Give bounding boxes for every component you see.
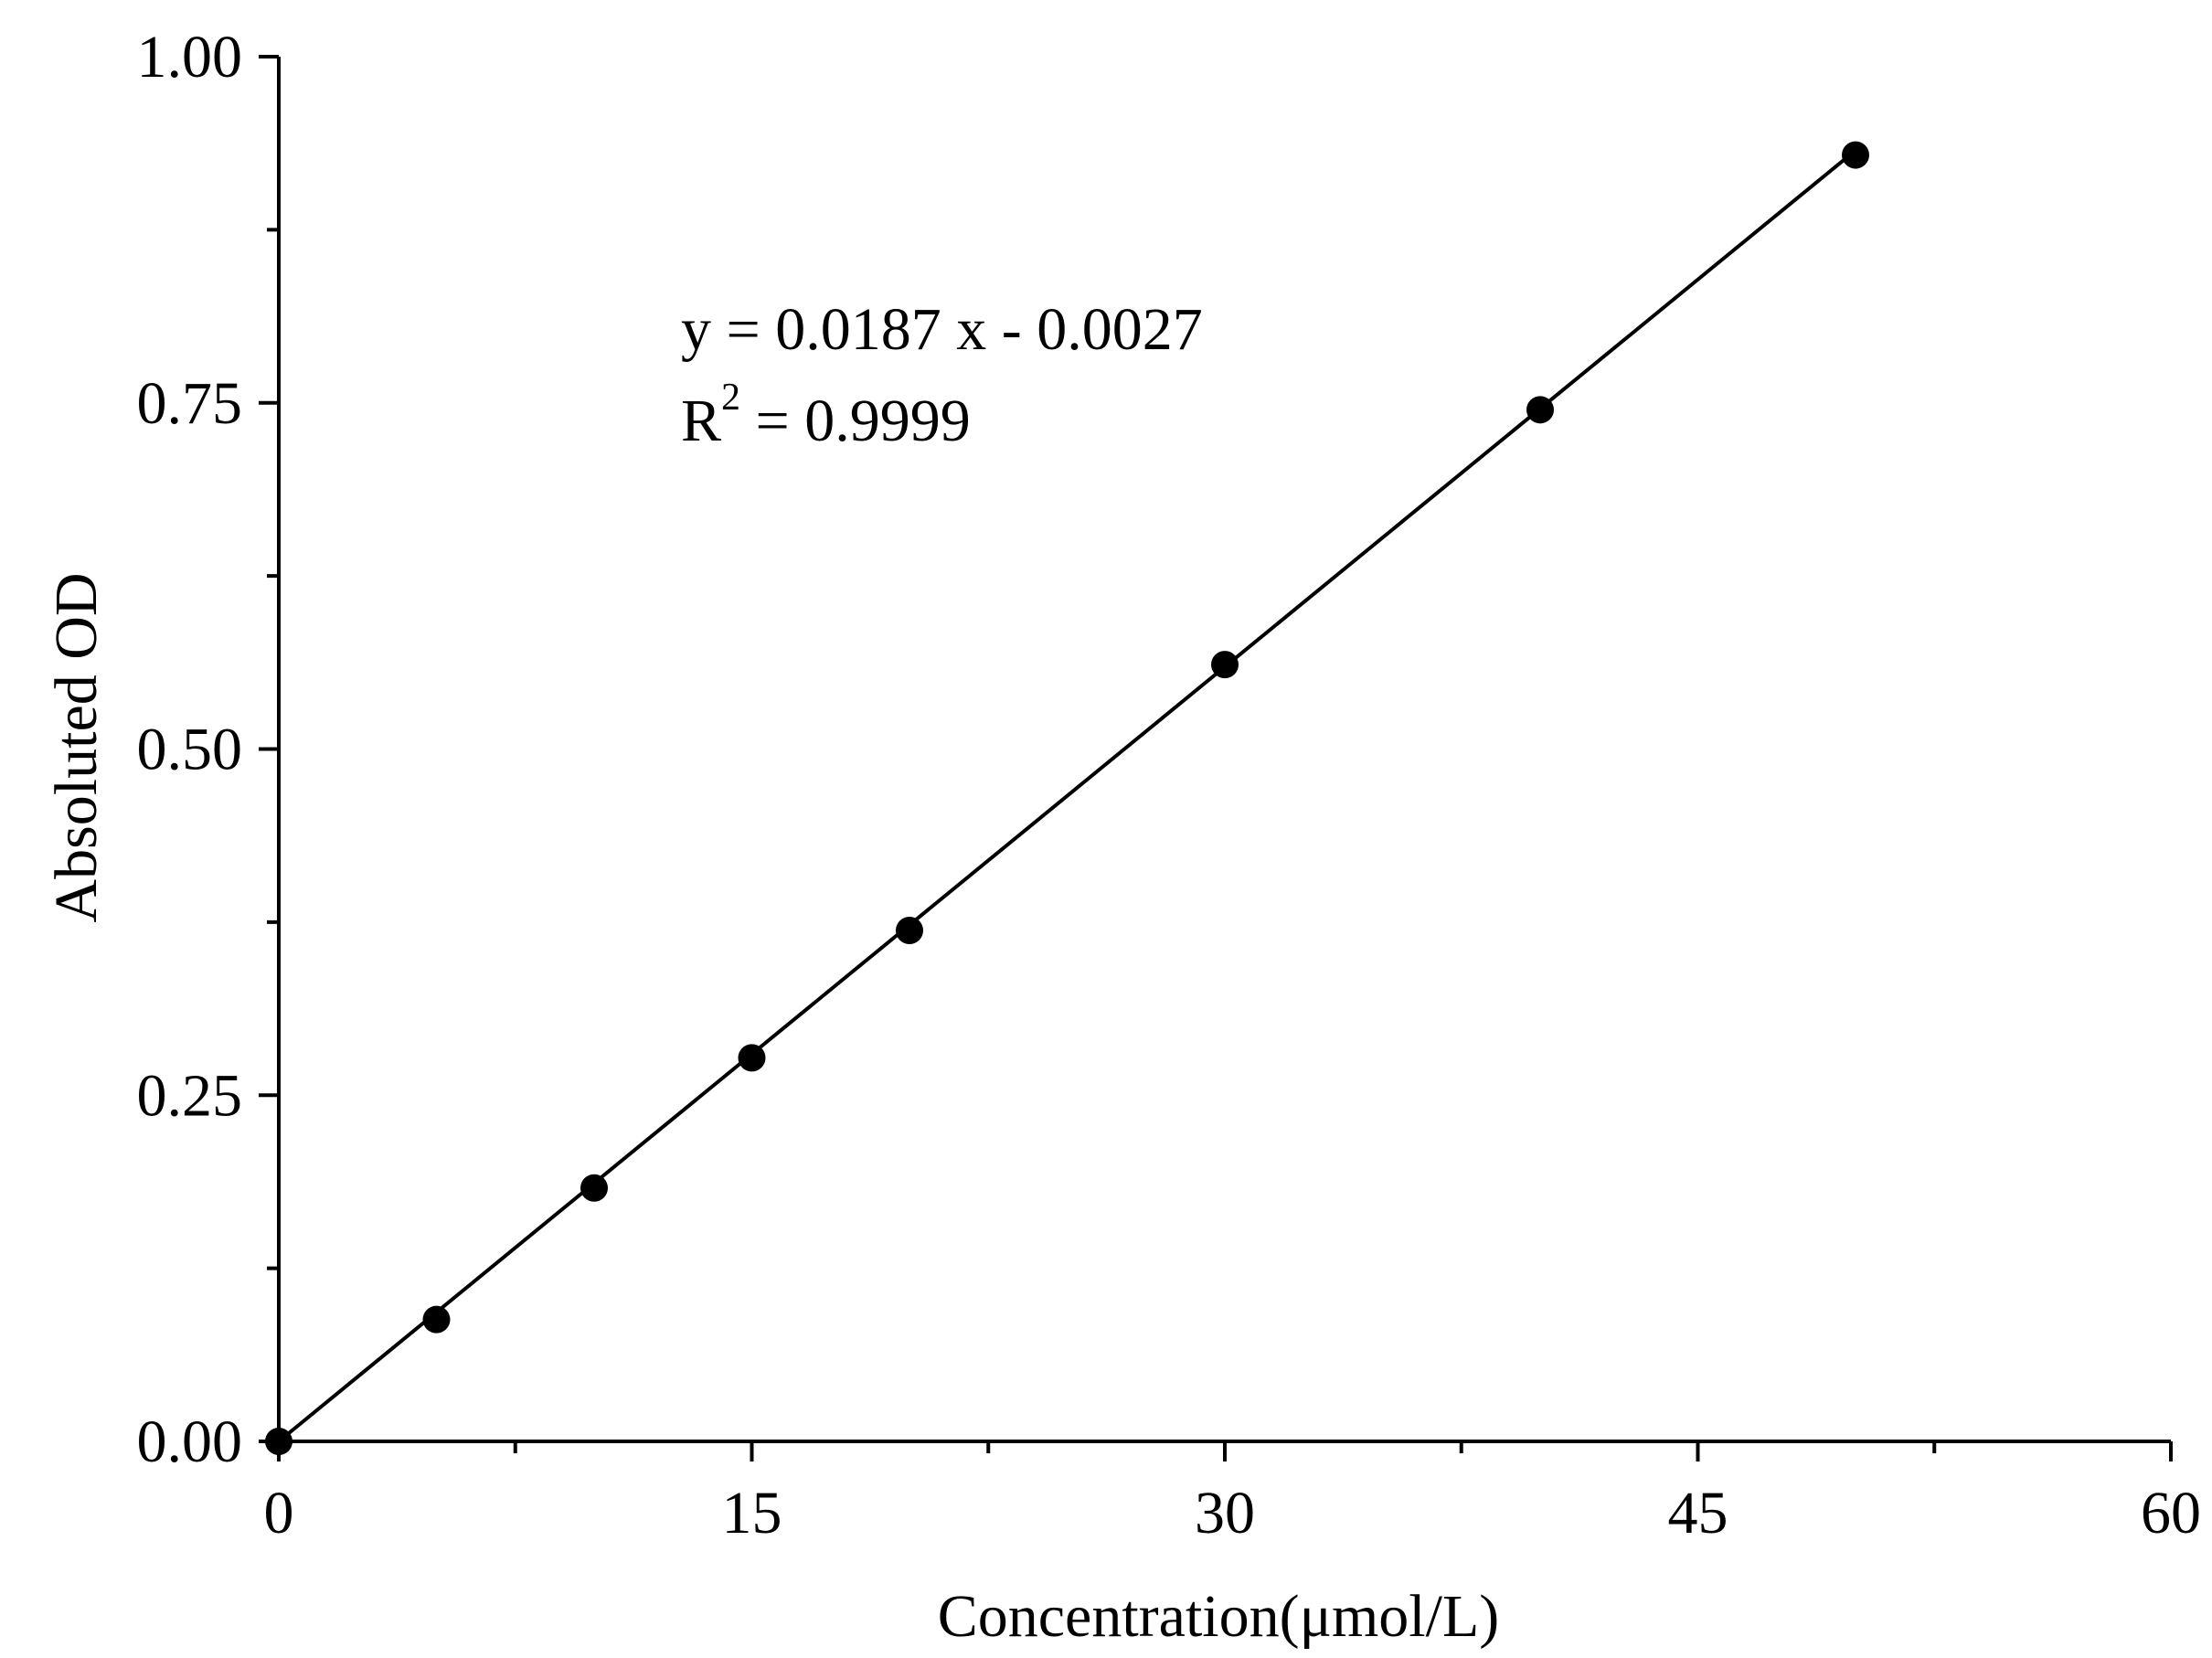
y-axis-title: Absoluted OD: [43, 572, 110, 922]
regression-equation: y = 0.0187 x - 0.0027: [681, 296, 1203, 363]
data-point: [1842, 141, 1869, 169]
data-point: [896, 916, 923, 944]
axes: [277, 57, 2171, 1443]
x-tick-label: 30: [1195, 1480, 1255, 1546]
x-tick-label: 60: [2141, 1480, 2201, 1546]
y-tick-label: 0.75: [137, 370, 243, 437]
y-tick-label: 0.50: [137, 717, 243, 783]
data-point: [265, 1428, 292, 1455]
y-tick-label: 0.00: [137, 1408, 243, 1475]
x-axis-title: Concentration(μmol/L): [938, 1583, 1500, 1650]
regression-line: [277, 149, 1857, 1443]
x-tick-label: 0: [264, 1480, 294, 1546]
y-tick-label: 1.00: [137, 24, 243, 90]
y-tick-label: 0.25: [137, 1062, 243, 1129]
r-squared-prefix: R: [681, 388, 721, 454]
data-points: [265, 141, 1869, 1455]
data-point: [580, 1174, 608, 1202]
data-point: [1211, 651, 1239, 679]
fit-line-group: [277, 149, 1857, 1443]
x-tick-label: 45: [1668, 1480, 1728, 1546]
data-point: [422, 1305, 451, 1334]
data-point: [1526, 396, 1554, 424]
r-squared-superscript: 2: [721, 377, 740, 419]
r-squared-label: R2 = 0.9999: [681, 377, 971, 454]
data-point: [738, 1044, 766, 1072]
x-tick-label: 15: [722, 1480, 782, 1546]
ticks: 0 15 30 45 60 0.00 0.25 0.50 0.75 1.00: [137, 24, 2202, 1546]
r-squared-value: = 0.9999: [740, 388, 971, 454]
